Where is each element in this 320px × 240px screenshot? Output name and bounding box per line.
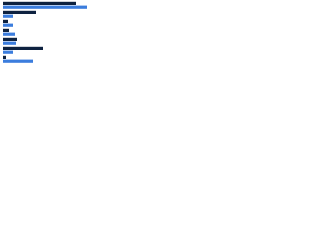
- bar: [3, 10, 36, 14]
- bar: [3, 50, 13, 54]
- bar: [3, 32, 15, 36]
- bar: [3, 14, 13, 18]
- bar: [3, 59, 33, 63]
- bar: [3, 28, 9, 32]
- page: {"chart_data": {"type": "bar", "orientat…: [0, 0, 100, 71]
- bar: [3, 41, 16, 45]
- bar: [3, 46, 43, 50]
- bar: [3, 55, 6, 59]
- bar: [3, 23, 13, 27]
- bar: [3, 1, 76, 5]
- bar: [3, 37, 17, 41]
- bar: [3, 5, 87, 9]
- bar: [3, 19, 8, 23]
- chart: [3, 1, 87, 63]
